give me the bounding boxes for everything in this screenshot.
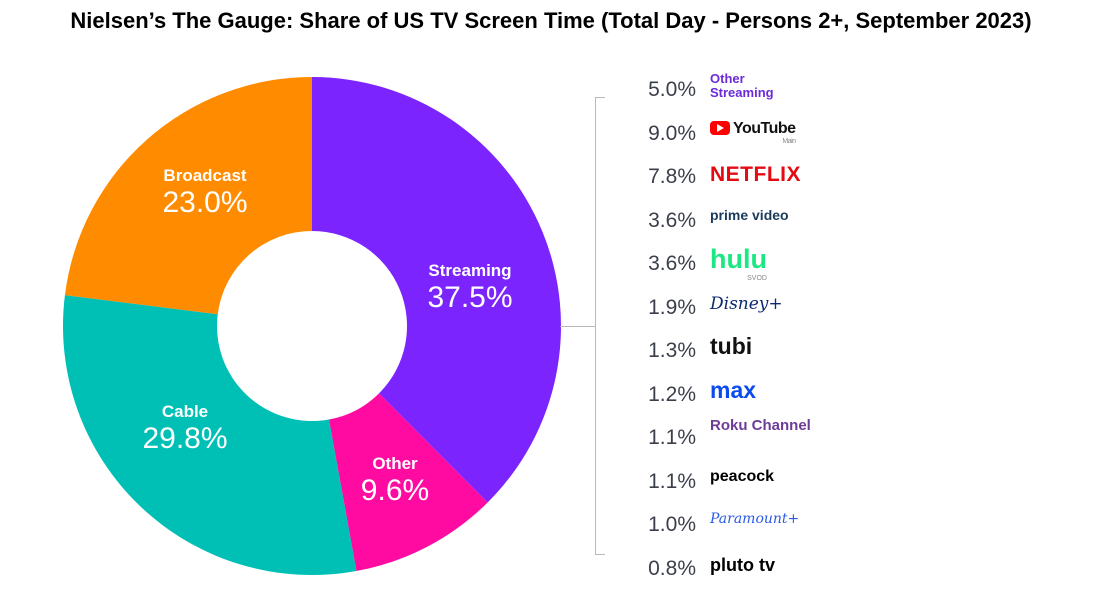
breakdown-value: 5.0% bbox=[648, 78, 696, 101]
breakdown-row: 0.8% pluto tv bbox=[630, 549, 810, 589]
service-name: max bbox=[710, 376, 757, 403]
breakdown-value: 1.2% bbox=[648, 382, 696, 406]
segment-label-broadcast: Broadcast 23.0% bbox=[140, 167, 270, 218]
donut-segment-streaming bbox=[312, 77, 561, 503]
chart-title: Nielsen’s The Gauge: Share of US TV Scre… bbox=[70, 8, 1032, 33]
breakdown-row: 1.2% max bbox=[630, 375, 810, 415]
service-name: prime video bbox=[710, 206, 789, 223]
service-logo: max bbox=[710, 377, 756, 404]
service-name: NETFLIX bbox=[710, 163, 801, 186]
service-logo: Disney+ bbox=[710, 294, 783, 314]
service-name: peacock bbox=[710, 467, 775, 485]
service-logo: Other Streaming bbox=[710, 72, 790, 100]
service-logo: YouTube Main bbox=[710, 120, 796, 145]
breakdown-row: 5.0% Other Streaming bbox=[630, 70, 810, 110]
bracket-line bbox=[595, 97, 596, 555]
breakdown-row: 3.6% prime video bbox=[630, 201, 810, 241]
breakdown-value: 1.9% bbox=[648, 295, 696, 319]
donut-segment-cable bbox=[62, 295, 357, 575]
donut-segment-broadcast bbox=[64, 77, 313, 315]
donut-chart bbox=[62, 77, 561, 575]
bracket-connector bbox=[560, 326, 596, 327]
service-name: pluto tv bbox=[710, 554, 775, 575]
service-name: tubi bbox=[710, 333, 753, 359]
service-logo: Roku Channel bbox=[710, 418, 811, 433]
segment-name: Streaming bbox=[428, 261, 512, 280]
breakdown-row: 1.3% tubi bbox=[630, 331, 810, 371]
segment-label-other: Other 9.6% bbox=[340, 455, 450, 506]
breakdown-row: 1.0% Paramount+ bbox=[630, 505, 810, 545]
segment-value: 23.0% bbox=[162, 186, 248, 219]
breakdown-value: 1.1% bbox=[648, 469, 696, 493]
breakdown-value: 0.8% bbox=[648, 556, 696, 580]
breakdown-value: 1.0% bbox=[648, 513, 696, 536]
service-logo: Paramount+ bbox=[710, 511, 799, 527]
service-name: hulu bbox=[710, 244, 767, 274]
breakdown-value: 3.6% bbox=[648, 208, 696, 232]
service-name: Disney+ bbox=[710, 293, 783, 314]
service-name: Paramount+ bbox=[710, 511, 800, 527]
breakdown-row: 9.0% YouTube Main bbox=[630, 114, 810, 154]
service-logo: NETFLIX bbox=[710, 163, 801, 187]
segment-name: Broadcast bbox=[163, 166, 247, 185]
service-subtitle: SVOD bbox=[747, 275, 767, 282]
segment-name: Other bbox=[372, 454, 418, 473]
breakdown-row: 3.6% hulu SVOD bbox=[630, 244, 810, 284]
segment-value: 9.6% bbox=[360, 474, 430, 507]
segment-name: Cable bbox=[161, 402, 209, 421]
service-logo: prime video bbox=[710, 207, 789, 223]
breakdown-value: 9.0% bbox=[648, 121, 696, 145]
segment-value: 29.8% bbox=[142, 422, 228, 455]
segment-value: 37.5% bbox=[427, 281, 513, 314]
segment-label-streaming: Streaming 37.5% bbox=[400, 262, 540, 313]
donut-segment-other bbox=[328, 393, 488, 572]
service-name: Roku Channel bbox=[710, 417, 811, 434]
service-logo: pluto tv bbox=[710, 555, 775, 576]
breakdown-value: 3.6% bbox=[648, 252, 696, 275]
youtube-play-icon bbox=[710, 120, 730, 135]
breakdown-value: 1.3% bbox=[648, 339, 696, 362]
breakdown-row: 1.1% peacock bbox=[630, 462, 810, 502]
breakdown-value: 7.8% bbox=[648, 165, 696, 188]
bracket-bottom-tick bbox=[595, 554, 605, 555]
service-name: Other Streaming bbox=[710, 71, 774, 100]
breakdown-value: 1.1% bbox=[648, 426, 696, 449]
breakdown-row: 7.8% NETFLIX bbox=[630, 157, 810, 197]
breakdown-row: 1.9% Disney+ bbox=[630, 288, 810, 328]
service-logo: tubi bbox=[710, 333, 752, 360]
segment-label-cable: Cable 29.8% bbox=[120, 403, 250, 454]
service-subtitle: Main bbox=[782, 137, 796, 145]
service-name: YouTube bbox=[733, 119, 796, 137]
service-logo: hulu SVOD bbox=[710, 244, 767, 282]
service-logo: peacock bbox=[710, 468, 774, 486]
bracket-top-tick bbox=[595, 97, 605, 98]
breakdown-row: 1.1% Roku Channel bbox=[630, 418, 811, 458]
